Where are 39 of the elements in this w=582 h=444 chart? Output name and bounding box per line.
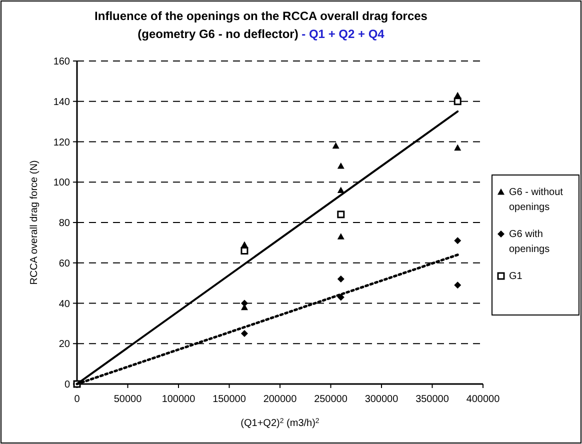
- point: [454, 237, 462, 244]
- text: (geometry G6 - no deflector): [138, 27, 298, 41]
- text: - Q1 + Q2 + Q4: [302, 27, 384, 41]
- x-tick-label: 150000: [212, 394, 246, 405]
- point: [240, 247, 248, 255]
- y-tick-label: 120: [53, 137, 70, 148]
- y-tick-label: 100: [53, 178, 70, 189]
- y-tick-label: 0: [64, 380, 70, 390]
- legend-label: G6 - without openings: [509, 187, 564, 213]
- x-tick-label: 300000: [364, 394, 399, 405]
- point: [454, 282, 462, 289]
- y-tick-label: 60: [58, 258, 70, 270]
- x-tick-label: 350000: [416, 394, 450, 405]
- point: [240, 330, 248, 338]
- legend-label: G1: [509, 271, 523, 282]
- y-tick-label: 80: [58, 218, 70, 229]
- x-tick-label: 400000: [466, 394, 500, 405]
- point: [337, 233, 344, 240]
- point: [240, 300, 248, 307]
- point: [454, 144, 462, 151]
- point: [332, 142, 340, 149]
- point: [337, 210, 345, 218]
- y-tick-label: 40: [58, 298, 70, 310]
- y-tick-label: 140: [53, 96, 70, 108]
- x-tick-label: 0: [74, 394, 80, 405]
- y-axis-title: RCCA overall drag force (N): [29, 160, 40, 285]
- chart-title: Influence of the openings on the RCCA overall drag forces: [94, 9, 428, 23]
- y-tick-label: 160: [53, 56, 70, 68]
- point: [337, 186, 344, 193]
- x-tick-label: 50000: [114, 394, 142, 405]
- point: [337, 276, 344, 283]
- x-tick-label: 250000: [314, 394, 348, 405]
- y-tick-label: 20: [58, 339, 70, 350]
- point: [454, 98, 462, 106]
- x-axis-title: (Q1+Q2)$^{2}$ (m3/h)$^{2}$: [240, 418, 320, 429]
- point: [337, 162, 344, 169]
- legend-label: G6 with openings: [509, 229, 550, 255]
- x-tick-label: 100000: [162, 394, 196, 405]
- x-tick-label: 200000: [263, 394, 298, 405]
